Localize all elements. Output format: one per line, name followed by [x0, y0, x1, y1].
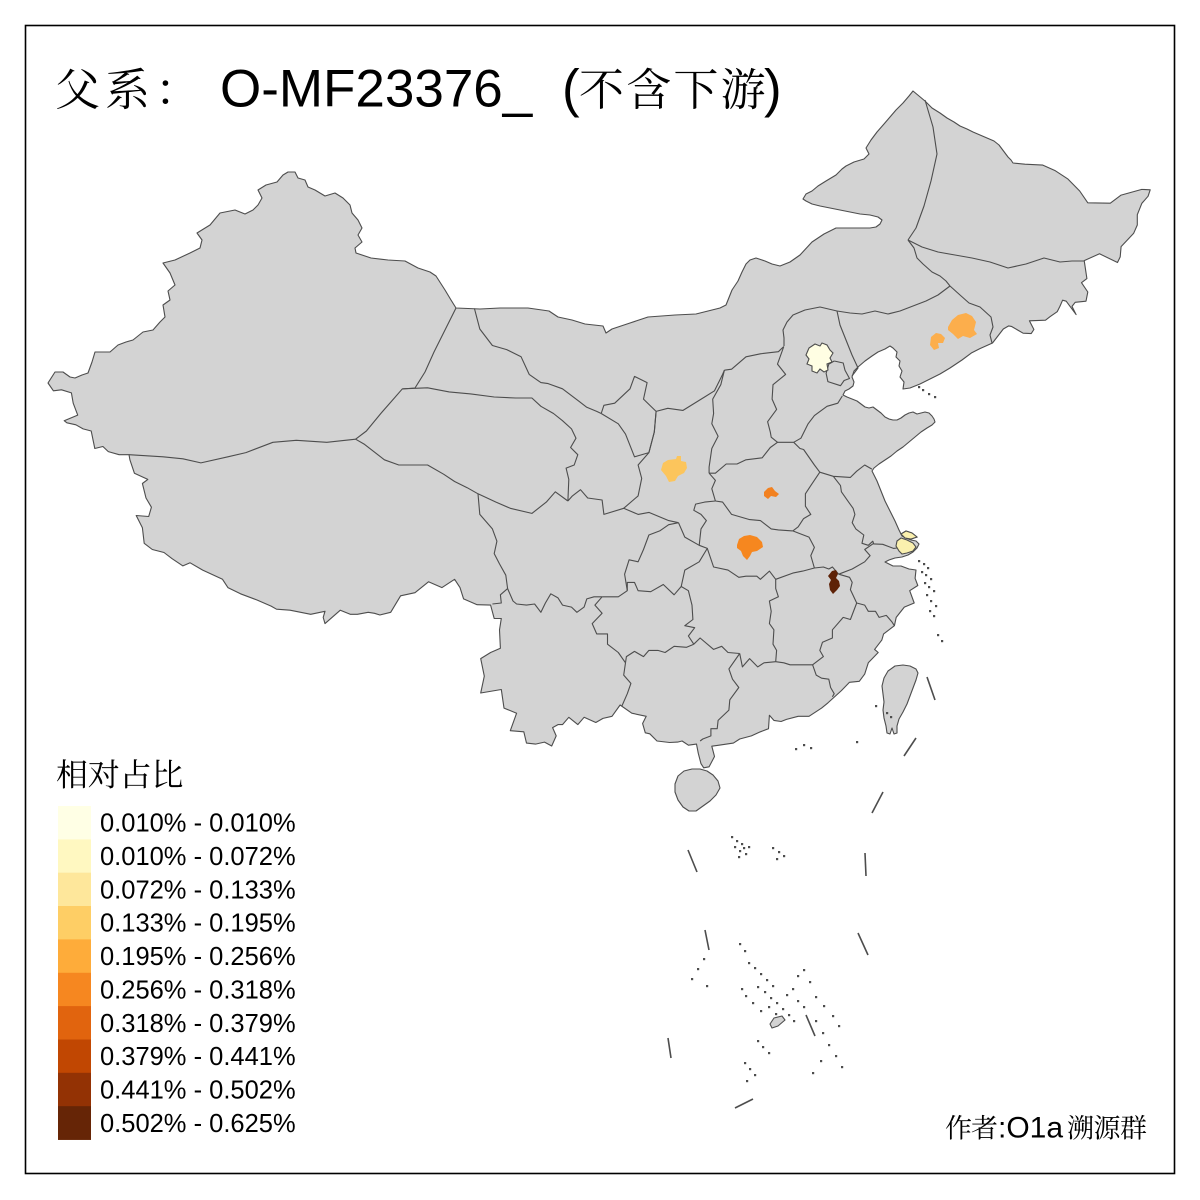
svg-text:0.502% - 0.625%: 0.502% - 0.625% [100, 1110, 296, 1138]
svg-text:0.195% - 0.256%: 0.195% - 0.256% [100, 943, 296, 971]
svg-text:0.010% - 0.072%: 0.010% - 0.072% [100, 843, 296, 871]
svg-text:(: ( [562, 60, 580, 119]
svg-text:O-MF23376_: O-MF23376_ [220, 60, 534, 119]
svg-text:): ) [764, 60, 782, 119]
svg-text:0.441% - 0.502%: 0.441% - 0.502% [100, 1077, 296, 1105]
svg-text::O1a: :O1a [998, 1112, 1063, 1145]
svg-text:0.318% - 0.379%: 0.318% - 0.379% [100, 1010, 296, 1038]
svg-text:0.133% - 0.195%: 0.133% - 0.195% [100, 910, 296, 938]
svg-text:0.256% - 0.318%: 0.256% - 0.318% [100, 976, 296, 1004]
svg-text:0.072% - 0.133%: 0.072% - 0.133% [100, 876, 296, 904]
svg-text:0.010% - 0.010%: 0.010% - 0.010% [100, 810, 296, 838]
svg-text:0.379% - 0.441%: 0.379% - 0.441% [100, 1043, 296, 1071]
